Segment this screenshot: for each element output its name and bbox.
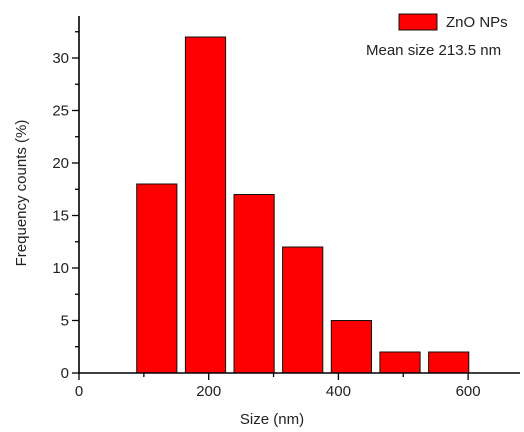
y-tick-label: 25 <box>52 103 69 120</box>
x-tick-label: 0 <box>75 383 83 400</box>
y-tick-label: 0 <box>61 365 69 382</box>
y-tick-label: 10 <box>52 260 69 277</box>
legend: ZnO NPs Mean size 213.5 nm <box>366 13 508 59</box>
y-tick-label: 20 <box>52 155 69 172</box>
x-tick-label: 200 <box>196 383 221 400</box>
bar-2 <box>233 194 275 374</box>
bar-3 <box>282 246 324 374</box>
y-tick-label: 5 <box>61 313 69 330</box>
axes-group <box>72 16 520 380</box>
y-axis-title: Frequency counts (%) <box>13 120 30 267</box>
bar-6 <box>428 351 470 374</box>
y-tick-labels: 0 5 10 15 20 25 30 <box>52 50 69 382</box>
legend-label: ZnO NPs <box>446 14 508 31</box>
x-tick-label: 600 <box>456 383 481 400</box>
y-tick-label: 30 <box>52 50 69 67</box>
bars-group <box>136 36 470 374</box>
x-tick-label: 400 <box>326 383 351 400</box>
legend-swatch <box>398 13 438 31</box>
bar-0 <box>136 183 178 374</box>
bar-4 <box>330 320 372 374</box>
y-tick-label: 15 <box>52 208 69 225</box>
bar-5 <box>379 351 421 374</box>
x-axis-title: Size (nm) <box>240 411 304 428</box>
bar-1 <box>184 36 227 374</box>
x-tick-labels: 0 200 400 600 <box>75 383 481 400</box>
mean-size-annotation: Mean size 213.5 nm <box>366 42 501 59</box>
